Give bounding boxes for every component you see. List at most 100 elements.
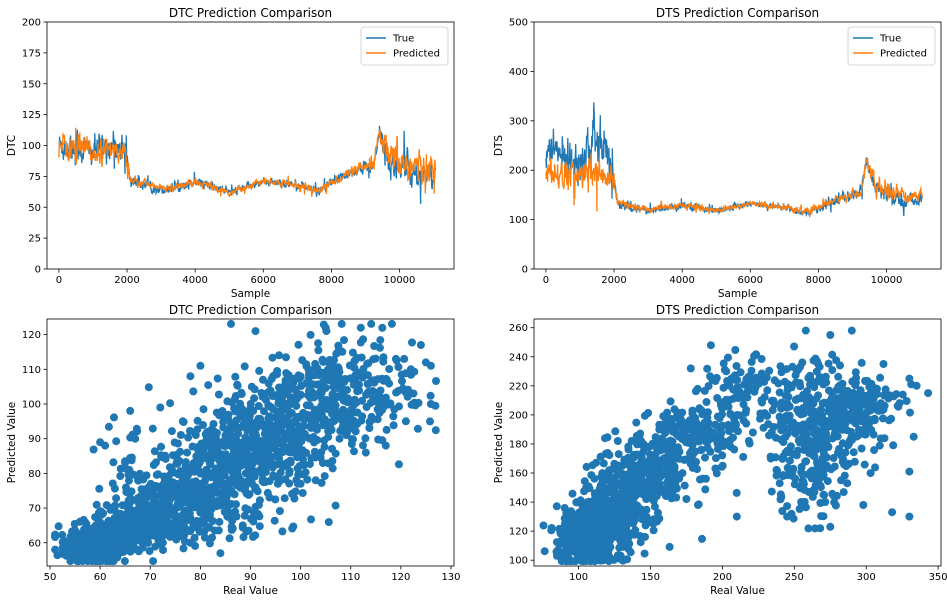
scatter-point (847, 326, 856, 335)
scatter-point (199, 421, 207, 429)
scatter-point (824, 359, 833, 368)
scatter-point (389, 412, 398, 421)
scatter-point (92, 500, 101, 509)
scatter-point (213, 374, 222, 383)
scatter-point (51, 532, 60, 541)
scatter-point (781, 391, 790, 400)
scatter-point (390, 405, 399, 414)
scatter-point (875, 441, 884, 450)
scatter-point (323, 405, 332, 414)
scatter-point (356, 323, 365, 332)
scatter-point (301, 468, 310, 477)
x-tick-label: 10000 (871, 275, 903, 286)
scatter-point (237, 388, 246, 397)
scatter-point (154, 470, 163, 479)
y-tick-label: 25 (28, 234, 41, 245)
scatter-point (832, 356, 841, 365)
scatter-point (627, 459, 635, 468)
scatter-point (226, 462, 235, 471)
scatter-point (294, 340, 303, 349)
chart-panel-2: 0 2000 4000 6000 8000 10000 0 100 200 300 400 500 DT… (493, 6, 942, 300)
scatter-point (150, 503, 159, 512)
scatter-point (713, 412, 722, 421)
scatter-point (295, 462, 304, 470)
scatter-point (630, 530, 639, 539)
scatter-point (391, 354, 400, 363)
scatter-point (226, 430, 235, 438)
scatter-point (826, 331, 835, 339)
x-tick-label: 2000 (114, 275, 139, 286)
scatter-point (783, 502, 792, 511)
scatter-point (755, 379, 764, 388)
chart-title: DTS Prediction Comparison (656, 303, 819, 317)
scatter-point (224, 512, 233, 521)
scatter-point (227, 420, 236, 429)
y-tick-label: 260 (509, 323, 528, 334)
scatter-point (291, 487, 300, 496)
scatter-point (851, 378, 860, 387)
scatter-point (314, 346, 323, 355)
scatter-point (823, 477, 832, 486)
scatter-point (205, 539, 214, 548)
scatter-point (400, 354, 409, 363)
scatter-point (241, 504, 250, 513)
scatter-point (159, 546, 167, 554)
scatter-point (137, 485, 146, 494)
scatter-point (718, 404, 727, 413)
scatter-point (867, 396, 876, 405)
scatter-point (575, 549, 584, 557)
scatter-point (887, 414, 896, 423)
scatter-point (641, 532, 649, 541)
scatter-point (261, 448, 270, 457)
scatter-point (232, 500, 240, 509)
scatter-point (796, 362, 805, 371)
scatter-point (231, 443, 240, 452)
scatter-point (299, 455, 307, 464)
scatter-point (830, 462, 839, 471)
scatter-point (243, 460, 252, 469)
scatter-point (703, 364, 712, 373)
scatter-point (145, 547, 154, 555)
scatter-point (828, 350, 837, 359)
scatter-point (763, 411, 772, 420)
scatter-point (310, 447, 319, 456)
scatter-point (825, 398, 833, 407)
scatter-point (876, 434, 885, 443)
scatter-point (251, 467, 260, 476)
scatter-point (807, 473, 816, 482)
scatter-point (224, 414, 232, 423)
scatter-point (654, 440, 663, 449)
scatter-point (876, 399, 885, 408)
scatter-point (614, 450, 623, 459)
y-axis-label: DTC (6, 135, 18, 156)
scatter-point (196, 493, 205, 502)
scatter-point (702, 398, 711, 406)
scatter-point (133, 427, 142, 436)
scatter-point (854, 425, 863, 434)
scatter-point (431, 426, 440, 435)
scatter-point (816, 524, 825, 533)
scatter-point (863, 377, 872, 385)
scatter-point (552, 502, 561, 511)
scatter-point (733, 375, 742, 384)
scatter-point (329, 362, 338, 371)
scatter-point (112, 494, 121, 503)
scatter-point (319, 357, 328, 366)
scatter-point (269, 405, 278, 414)
scatter-point (633, 501, 642, 510)
scatter-point (818, 454, 827, 463)
scatter-point (220, 450, 228, 459)
scatter-point (264, 426, 273, 435)
scatter-point (599, 483, 608, 492)
scatter-point (748, 428, 757, 437)
scatter-point (843, 479, 852, 488)
scatter-point (674, 443, 682, 452)
scatter-point (800, 485, 809, 494)
scatter-point (214, 390, 223, 399)
scatter-point (125, 499, 134, 508)
scatter-point (246, 472, 255, 481)
scatter-point (590, 474, 599, 483)
scatter-point (857, 412, 866, 421)
scatter-point (204, 381, 213, 390)
scatter-point (296, 479, 305, 488)
